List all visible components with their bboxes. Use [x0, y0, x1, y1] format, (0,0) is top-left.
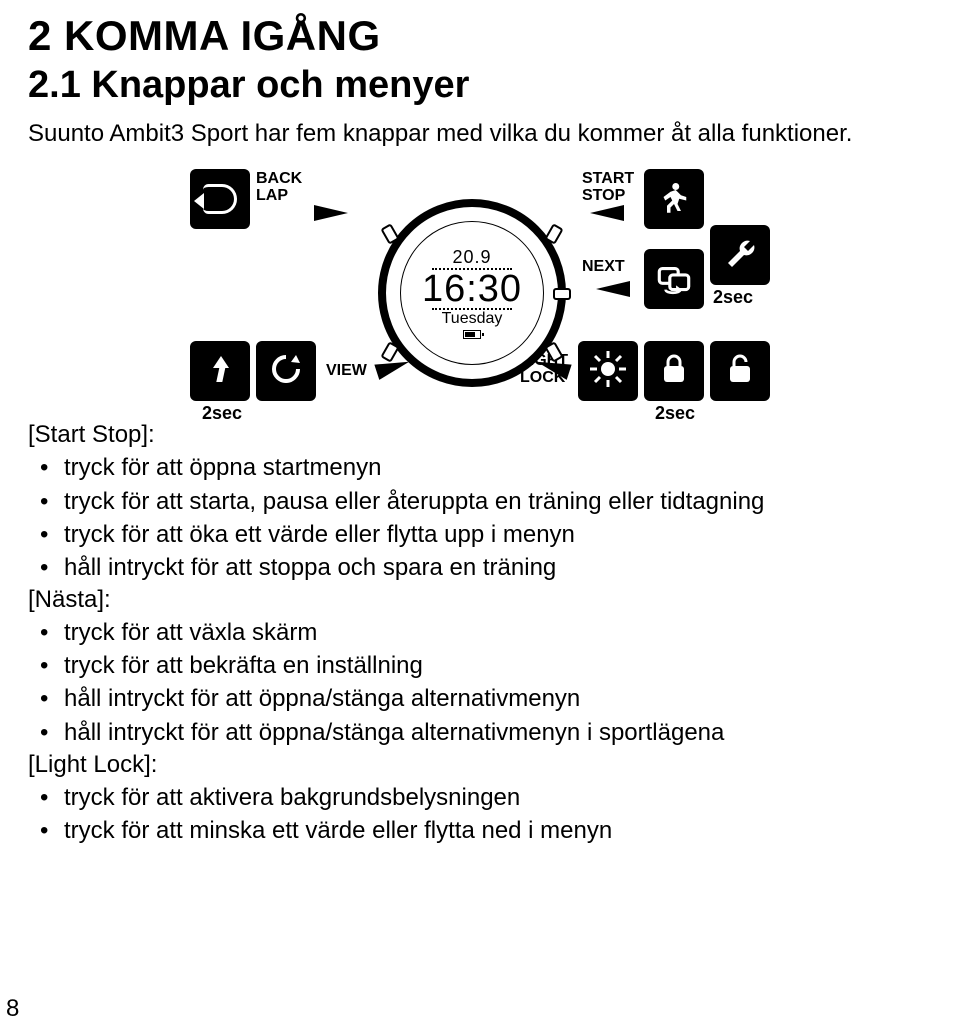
list-item: tryck för att växla skärm	[28, 616, 932, 649]
list-item: tryck för att öka ett värde eller flytta…	[28, 518, 932, 551]
wrench-icon	[710, 225, 770, 285]
view-label: VIEW	[326, 363, 367, 380]
section-heading: [Start Stop]:	[28, 419, 932, 451]
back-lap-icon	[190, 169, 250, 229]
arrow-up-icon	[190, 341, 250, 401]
watch-top-value: 20.9	[452, 247, 491, 268]
heading-2: 2.1 Knappar och menyer	[28, 64, 932, 107]
intro-paragraph: Suunto Ambit3 Sport har fem knappar med …	[28, 119, 932, 149]
heading-1: 2 KOMMA IGÅNG	[28, 12, 932, 60]
list-item: tryck för att starta, pausa eller återup…	[28, 485, 932, 518]
list-item: tryck för att aktivera bakgrundsbelysnin…	[28, 781, 932, 814]
button-diagram: BACK LAP START STOP NEXT 2sec	[28, 163, 932, 407]
list-item: håll intryckt för att stoppa och spara e…	[28, 551, 932, 584]
lock-2sec-label: 2sec	[655, 403, 695, 424]
list-item: håll intryckt för att öppna/stänga alter…	[28, 682, 932, 715]
battery-icon	[463, 330, 481, 339]
sun-icon	[578, 341, 638, 401]
section-heading: [Light Lock]:	[28, 749, 932, 781]
list-item: tryck för att bekräfta en inställning	[28, 649, 932, 682]
back-lap-label: BACK LAP	[256, 171, 302, 205]
section-heading: [Nästa]:	[28, 584, 932, 616]
runner-icon	[644, 169, 704, 229]
bullet-list: tryck för att växla skärm tryck för att …	[28, 616, 932, 748]
list-item: tryck för att öppna startmenyn	[28, 451, 932, 484]
watch-face: 20.9 16:30 Tuesday	[378, 199, 566, 387]
cycle-icon	[256, 341, 316, 401]
bullet-list: tryck för att aktivera bakgrundsbelysnin…	[28, 781, 932, 847]
watch-day: Tuesday	[442, 310, 503, 328]
list-item: tryck för att minska ett värde eller fly…	[28, 814, 932, 847]
lock-icon	[644, 341, 704, 401]
page-number: 8	[6, 995, 19, 1023]
next-label: NEXT	[582, 259, 625, 276]
list-item: håll intryckt för att öppna/stänga alter…	[28, 716, 932, 749]
view-2sec-label: 2sec	[202, 403, 242, 424]
next-2sec-label: 2sec	[713, 287, 753, 308]
content-body: [Start Stop]: tryck för att öppna startm…	[28, 419, 932, 847]
bullet-list: tryck för att öppna startmenyn tryck för…	[28, 451, 932, 583]
watch-time: 16:30	[422, 270, 522, 308]
screens-icon	[644, 249, 704, 309]
start-stop-label: START STOP	[582, 171, 634, 205]
unlock-icon	[710, 341, 770, 401]
